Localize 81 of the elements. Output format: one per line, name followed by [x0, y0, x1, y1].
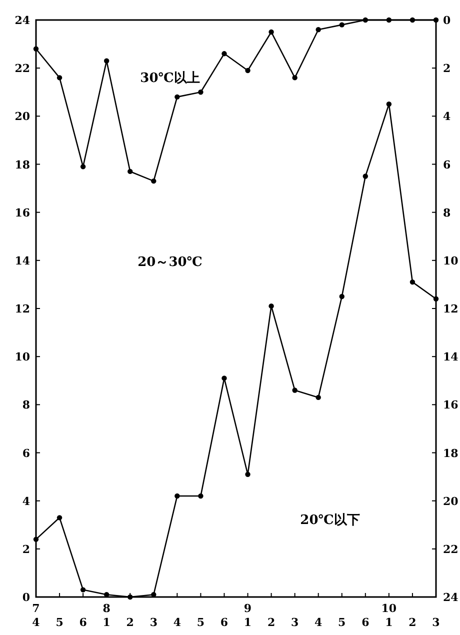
- point: [151, 178, 156, 184]
- point: [174, 94, 180, 100]
- point: [268, 29, 274, 35]
- point: [316, 27, 321, 32]
- x-tick-label: 7 4: [32, 602, 40, 629]
- y2-tick-label: 14: [443, 350, 459, 364]
- point: [433, 296, 439, 302]
- x-tick-label: 2: [126, 616, 134, 629]
- x-tick-label: 4: [314, 616, 323, 629]
- x-tick-label: 9 1: [244, 602, 252, 629]
- y-tick-label: 18: [14, 158, 30, 172]
- point: [292, 388, 298, 393]
- y-tick-label: 22: [14, 62, 30, 76]
- point: [339, 294, 344, 300]
- y-tick-label: 12: [14, 302, 30, 316]
- x-tick-label: 2: [408, 616, 416, 629]
- y2-tick-label: 2: [443, 62, 451, 76]
- y2-tick-label: 4: [443, 110, 451, 124]
- point: [198, 493, 204, 499]
- annotation: 20℃以下: [300, 513, 360, 528]
- y-tick-label: 16: [14, 206, 30, 220]
- y2-tick-label: 12: [443, 302, 458, 316]
- point: [268, 303, 274, 309]
- x-tick-label: 5: [56, 616, 64, 629]
- y-tick-label: 6: [22, 446, 30, 460]
- point: [198, 90, 204, 95]
- point: [386, 102, 392, 107]
- point: [222, 51, 227, 56]
- y-tick-label: 2: [22, 542, 30, 556]
- y-tick-label: 8: [22, 398, 30, 412]
- annotation: 20～30℃: [138, 255, 202, 270]
- y2-tick-label: 20: [443, 494, 459, 508]
- y2-tick-label: 10: [443, 254, 459, 268]
- point: [292, 75, 298, 80]
- x-tick-label: 5: [196, 616, 205, 629]
- point: [222, 376, 227, 381]
- x-tick-label: 8 1: [102, 602, 111, 629]
- point: [33, 536, 39, 542]
- x-tick-label: 6: [79, 616, 88, 629]
- point: [104, 58, 110, 64]
- x-tick-label: 3: [290, 616, 299, 629]
- x-tick-label: 10 1: [381, 602, 397, 629]
- x-tick-label: 3: [150, 616, 158, 629]
- y2-tick-label: 8: [443, 206, 451, 220]
- x-tick-label: 6: [362, 616, 370, 629]
- point: [245, 68, 250, 74]
- point: [33, 46, 39, 52]
- y2-tick-label: 6: [443, 158, 451, 172]
- point: [362, 17, 368, 23]
- point: [128, 168, 133, 174]
- annotation: 30℃以上: [140, 71, 200, 86]
- point: [56, 75, 62, 80]
- point: [245, 472, 250, 477]
- point: [410, 17, 416, 23]
- point: [80, 587, 86, 592]
- y2-tick-label: 24: [443, 591, 459, 604]
- y-tick-label: 24: [14, 14, 30, 27]
- y-tick-label: 4: [22, 494, 30, 508]
- point: [80, 164, 86, 170]
- x-tick-label: 4: [173, 616, 182, 629]
- point: [386, 17, 392, 23]
- point: [362, 174, 368, 179]
- y2-tick-label: 16: [443, 398, 459, 412]
- y2-tick-label: 22: [443, 542, 458, 556]
- point: [433, 17, 439, 23]
- x-tick-label: 6: [220, 616, 228, 629]
- y2-tick-label: 0: [443, 14, 451, 27]
- point: [410, 279, 416, 285]
- x-tick-label: 3: [432, 616, 440, 629]
- point: [316, 394, 321, 400]
- point: [339, 22, 344, 28]
- y2-tick-label: 18: [443, 446, 459, 460]
- x-tick-label: 5: [338, 616, 346, 629]
- x-tick-label: 2: [267, 616, 276, 629]
- y-tick-label: 14: [14, 254, 30, 268]
- point: [174, 493, 180, 499]
- point: [128, 594, 133, 600]
- y-tick-label: 20: [14, 110, 30, 124]
- y-tick-label: 0: [22, 591, 30, 604]
- point: [56, 515, 62, 520]
- y-tick-label: 10: [14, 350, 30, 364]
